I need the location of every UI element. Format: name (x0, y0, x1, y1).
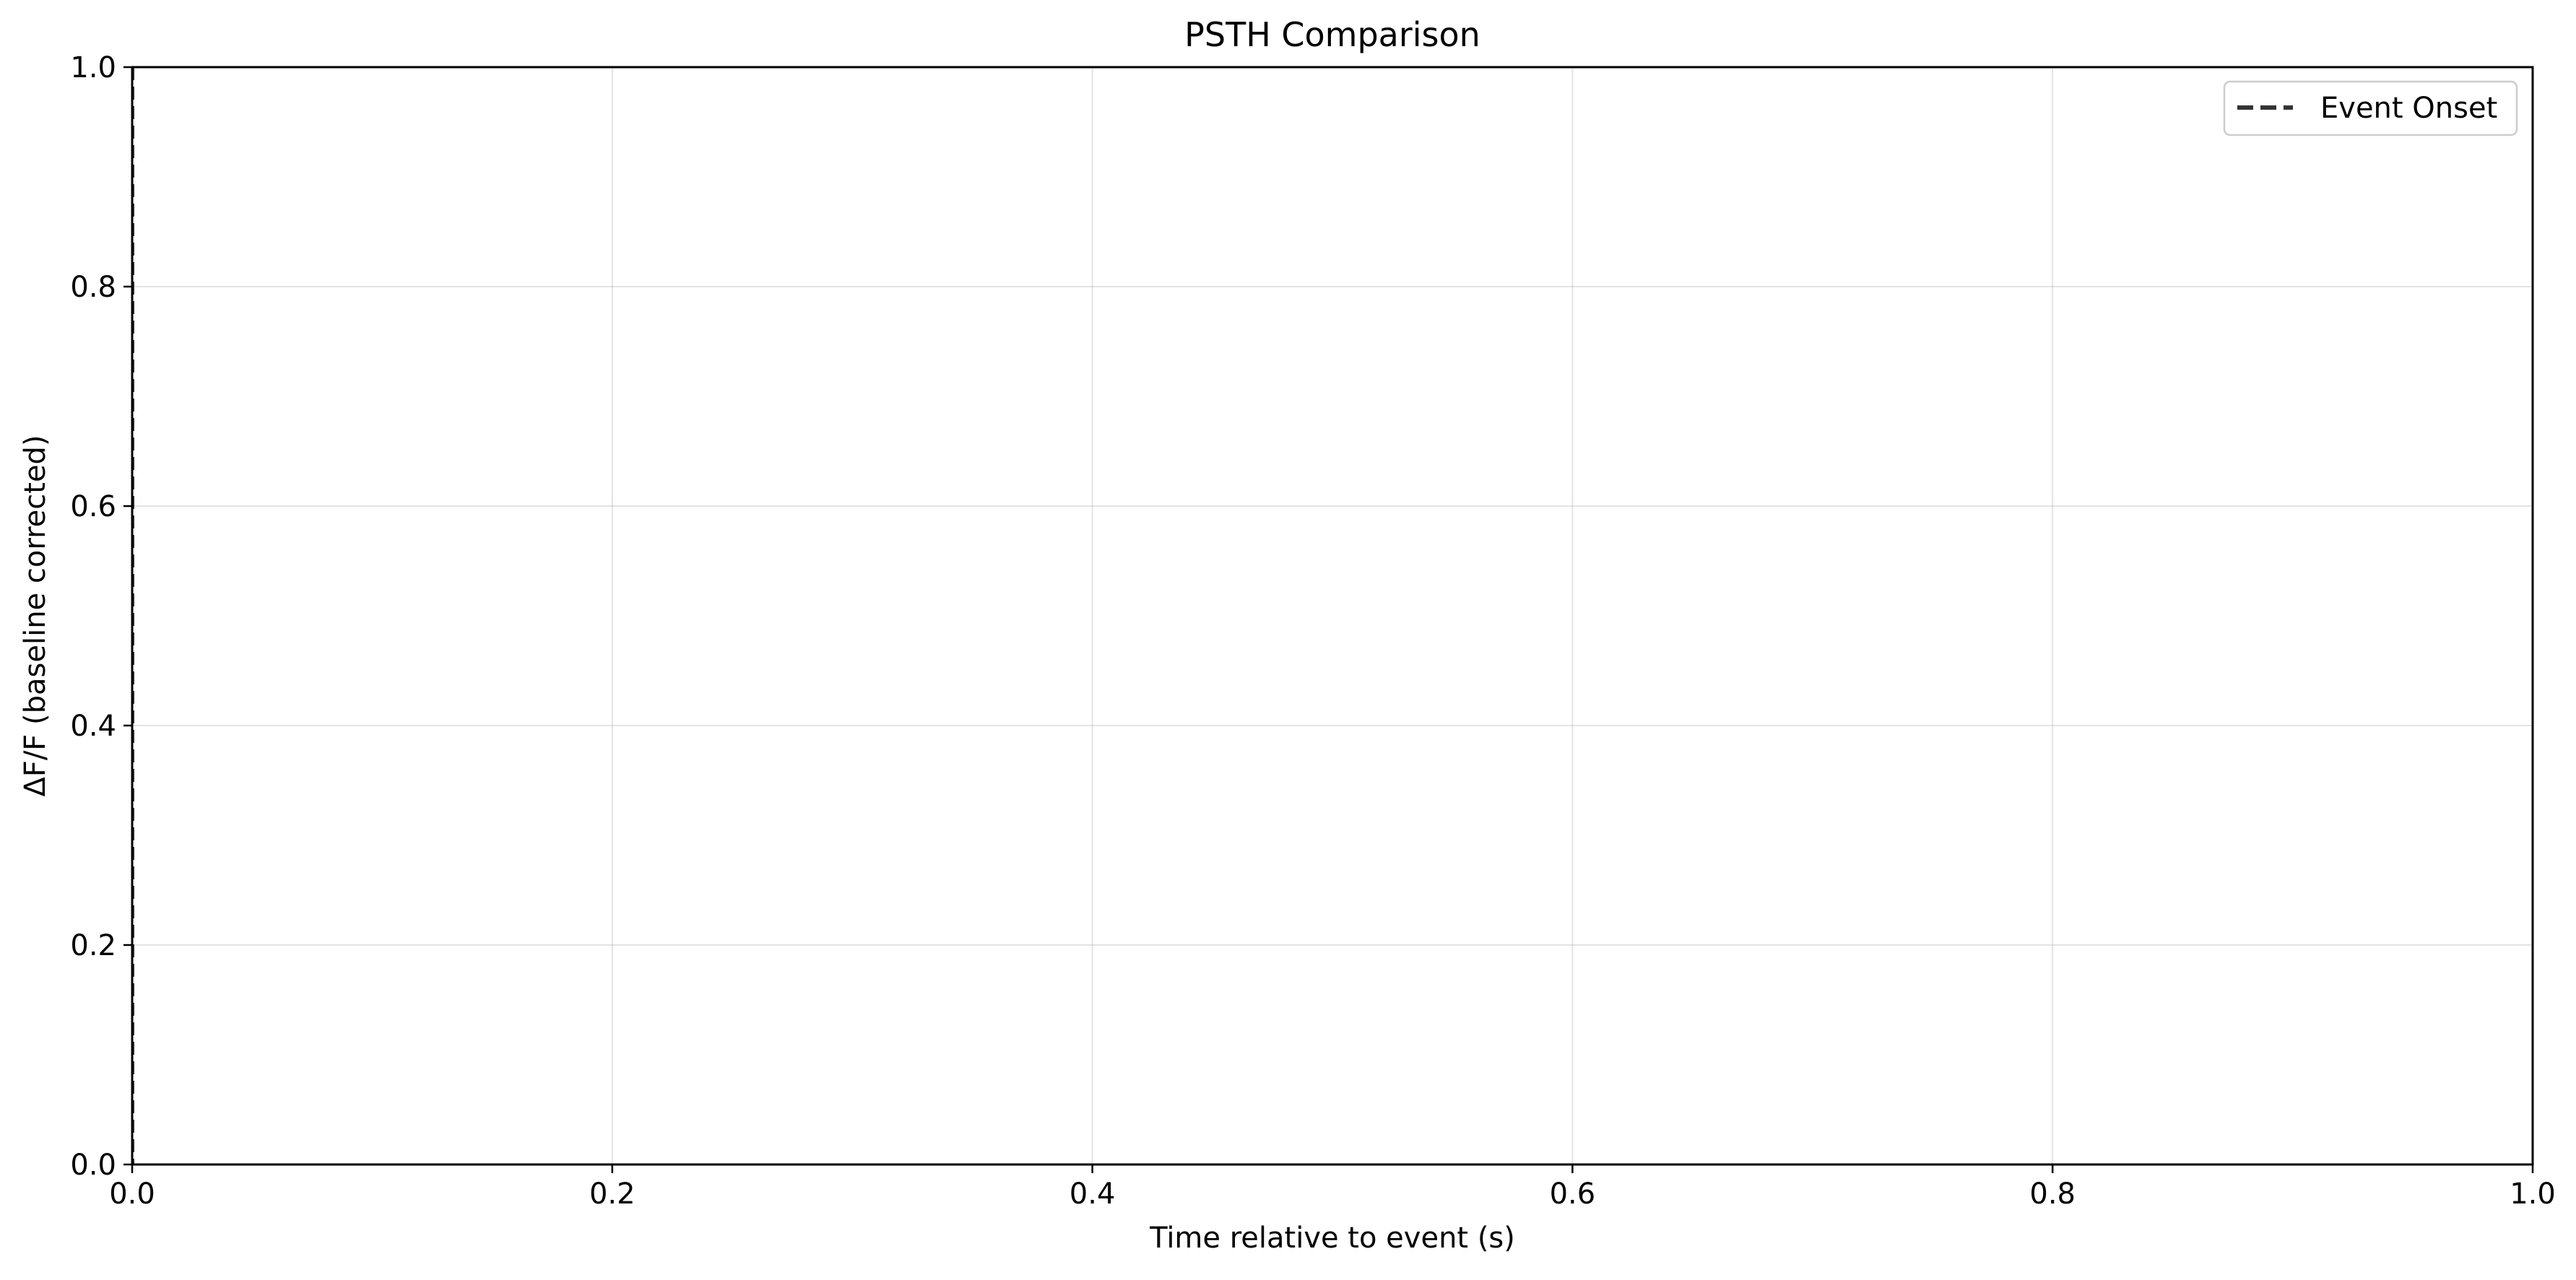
x-axis-ticks: 0.0 0.2 0.4 0.6 0.8 1.0 (109, 1164, 2556, 1211)
x-tick-label-2: 0.4 (1070, 1177, 1116, 1211)
legend-box (2223, 80, 2518, 136)
y-tick-label-5: 1.0 (70, 51, 116, 84)
y-tick-label-1: 0.2 (70, 929, 116, 962)
legend: Event Onset (2223, 80, 2518, 136)
y-tick-label-2: 0.4 (70, 710, 116, 743)
x-tick-label-4: 0.8 (2029, 1177, 2076, 1211)
chart-title: PSTH Comparison (1184, 15, 1480, 54)
x-tick-label-1: 0.2 (589, 1177, 636, 1211)
x-tick-label-5: 1.0 (2510, 1177, 2556, 1211)
x-tick-label-3: 0.6 (1550, 1177, 1596, 1211)
plot-frame (131, 66, 2534, 1166)
x-axis-label: Time relative to event (s) (1149, 1222, 1515, 1255)
y-tick-label-3: 0.6 (70, 490, 116, 523)
y-axis-label: ΔF/F (baseline corrected) (19, 435, 52, 796)
y-tick-label-0: 0.0 (70, 1149, 116, 1182)
y-axis-ticks: 0.0 0.2 0.4 0.6 0.8 1.0 (70, 51, 132, 1182)
y-tick-label-4: 0.8 (70, 271, 116, 304)
x-tick-label-0: 0.0 (109, 1177, 155, 1211)
legend-label-event-onset: Event Onset (2320, 92, 2497, 125)
